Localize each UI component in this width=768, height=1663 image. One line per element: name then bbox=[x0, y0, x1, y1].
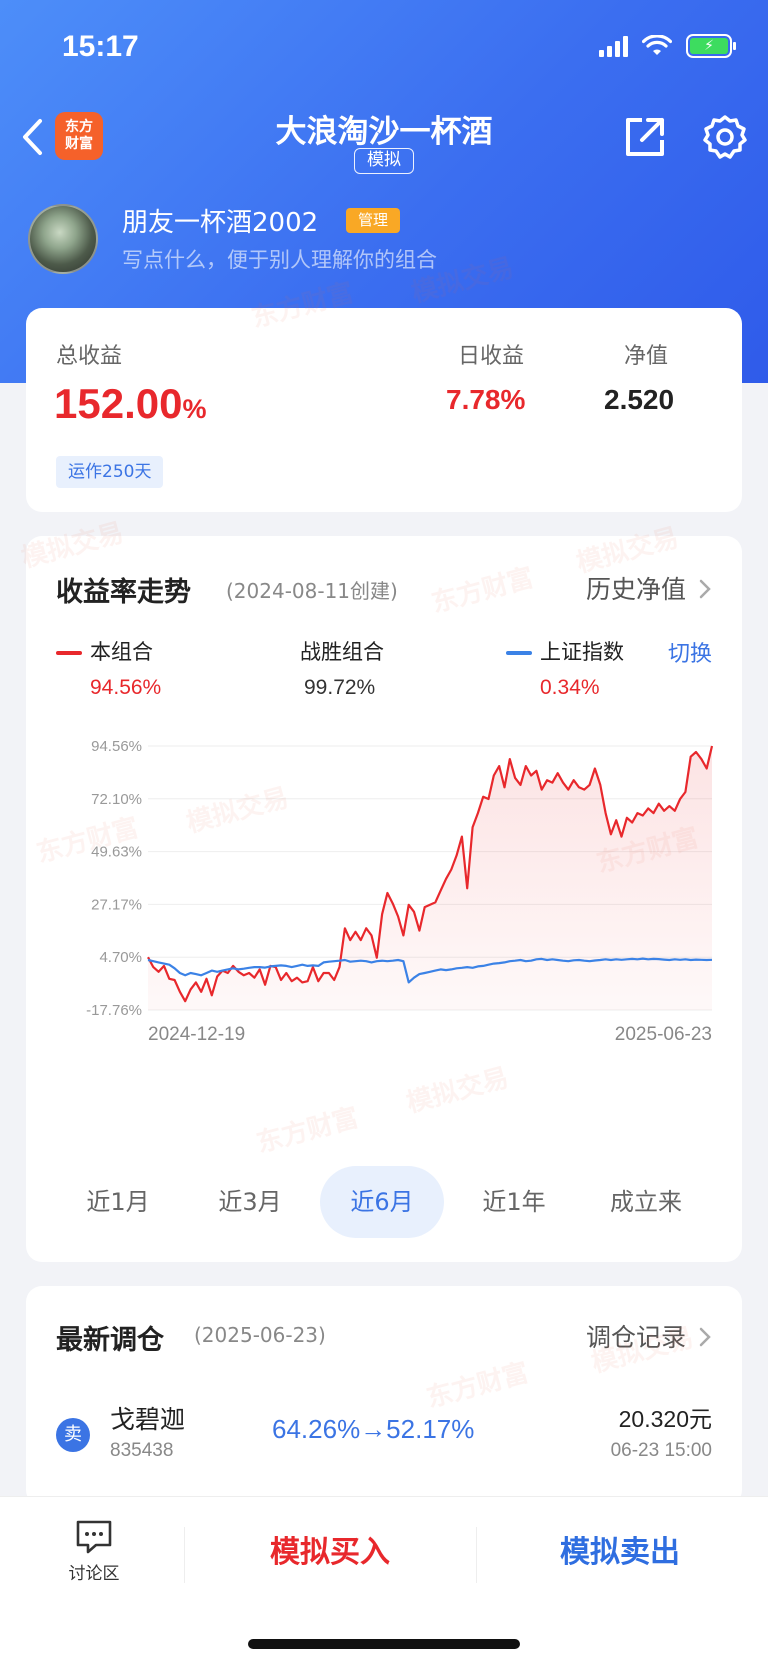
logo-line1: 东方 bbox=[65, 119, 93, 135]
total-return-number: 152.00 bbox=[54, 380, 183, 427]
series-line-portfolio bbox=[147, 745, 714, 1003]
simulation-tag: 模拟 bbox=[354, 148, 414, 174]
cellular-signal-icon bbox=[599, 35, 628, 57]
portfolio-description[interactable]: 写点什么，便于别人理解你的组合 bbox=[122, 248, 437, 272]
daily-return-label: 日收益 bbox=[458, 344, 525, 369]
legend-portfolio-value: 94.56% bbox=[90, 676, 162, 699]
logo-line2: 财富 bbox=[65, 136, 93, 152]
y-tick-label: 49.63% bbox=[91, 844, 142, 861]
battery-icon: ⚡ bbox=[686, 34, 736, 58]
y-tick-label: 72.10% bbox=[91, 791, 142, 808]
history-nav-label: 历史净值 bbox=[586, 575, 687, 604]
share-button[interactable] bbox=[620, 112, 670, 162]
stock-name[interactable]: 戈碧迦 bbox=[110, 1405, 186, 1434]
legend-beat-portfolios: 战胜组合 99.72% bbox=[300, 636, 384, 700]
series-line-shanghai-index bbox=[147, 957, 713, 984]
status-icons: ⚡ bbox=[599, 34, 736, 58]
rebalance-record-link[interactable]: 调仓记录 bbox=[586, 1318, 712, 1354]
simulated-buy-button[interactable]: 模拟买入 bbox=[270, 1535, 390, 1570]
y-tick-label: 4.70% bbox=[99, 949, 142, 966]
history-nav-link[interactable]: 历史净值 bbox=[586, 570, 712, 606]
bottom-action-bar: 讨论区 模拟买入 模拟卖出 bbox=[0, 1496, 768, 1663]
back-button[interactable] bbox=[14, 112, 50, 162]
settings-button[interactable] bbox=[700, 112, 750, 162]
wifi-icon bbox=[642, 35, 672, 55]
created-date: (2024-08-11创建) bbox=[226, 579, 398, 603]
return-trend-title: 收益率走势 bbox=[56, 577, 191, 608]
legend-beat-name: 战胜组合 bbox=[300, 640, 384, 664]
navigation-bar: 东方 财富 大浪淘沙一杯酒 模拟 bbox=[0, 100, 768, 180]
chevron-right-icon bbox=[699, 1327, 711, 1347]
legend-index-value: 0.34% bbox=[540, 676, 600, 699]
status-bar: 15:17 ⚡ bbox=[0, 0, 768, 96]
daily-return-value: 7.78% bbox=[446, 384, 526, 415]
range-tab-since-inception[interactable]: 成立来 bbox=[610, 1188, 682, 1216]
range-tab-3m[interactable]: 近3月 bbox=[218, 1188, 282, 1216]
owner-name: 朋友一杯酒2002 bbox=[122, 208, 319, 238]
sell-action-badge: 卖 bbox=[56, 1418, 90, 1452]
share-icon bbox=[626, 118, 664, 156]
chevron-left-icon bbox=[23, 119, 42, 155]
net-value-label: 净值 bbox=[624, 344, 669, 369]
return-trend-card: 收益率走势 (2024-08-11创建) 历史净值 本组合 94.56% 战胜组… bbox=[26, 536, 742, 1262]
x-tick-label-end: 2025-06-23 bbox=[615, 1024, 712, 1045]
run-days-tag: 运作250天 bbox=[56, 456, 164, 488]
summary-card: 总收益 152.00% 运作250天 日收益 7.78% 净值 2.520 bbox=[26, 308, 742, 512]
total-return-label: 总收益 bbox=[56, 344, 123, 369]
chat-bubble-icon bbox=[76, 1520, 112, 1554]
legend-beat-value: 99.72% bbox=[304, 676, 376, 699]
discussion-label: 讨论区 bbox=[68, 1564, 120, 1584]
latest-rebalance-card: 最新调仓 (2025-06-23) 调仓记录 卖 戈碧迦 835438 64.2… bbox=[26, 1286, 742, 1506]
return-trend-chart[interactable]: 94.56% 72.10% 49.63% 27.17% 4.70% -17.76% 2024… bbox=[26, 726, 742, 1096]
y-tick-label: -17.76% bbox=[86, 1002, 142, 1019]
discussion-button[interactable]: 讨论区 bbox=[44, 1519, 144, 1584]
y-tick-label: 27.17% bbox=[91, 896, 142, 913]
position-change: 64.26%→52.17% bbox=[272, 1414, 475, 1444]
portfolio-owner: 朋友一杯酒2002 管理 写点什么，便于别人理解你的组合 bbox=[28, 200, 748, 280]
total-return-unit: % bbox=[182, 394, 207, 424]
net-value-value: 2.520 bbox=[604, 384, 675, 415]
range-tab-1y[interactable]: 近1年 bbox=[482, 1188, 546, 1216]
range-tab-6m[interactable]: 近6月 bbox=[320, 1166, 444, 1238]
eastmoney-logo: 东方 财富 bbox=[55, 112, 103, 160]
portfolio-title: 大浪淘沙一杯酒 bbox=[275, 114, 493, 150]
series-area-portfolio bbox=[148, 746, 712, 1010]
x-tick-label-start: 2024-12-19 bbox=[148, 1024, 245, 1045]
total-return-value: 152.00% bbox=[54, 380, 206, 428]
trade-price: 20.320元 bbox=[618, 1406, 712, 1432]
home-indicator bbox=[248, 1639, 520, 1649]
simulated-sell-button[interactable]: 模拟卖出 bbox=[560, 1535, 680, 1570]
legend-index-name: 上证指数 bbox=[540, 640, 624, 664]
legend-index-swatch bbox=[506, 651, 532, 655]
divider bbox=[184, 1527, 185, 1583]
legend-portfolio-swatch bbox=[56, 651, 82, 655]
status-time: 15:17 bbox=[62, 30, 139, 63]
gear-icon bbox=[703, 115, 747, 159]
y-tick-label: 94.56% bbox=[91, 738, 142, 755]
legend-portfolio: 本组合 94.56% bbox=[56, 636, 161, 700]
legend-portfolio-name: 本组合 bbox=[90, 640, 153, 664]
chevron-right-icon bbox=[699, 579, 711, 599]
rebalance-record-label: 调仓记录 bbox=[586, 1323, 687, 1352]
rebalance-date: (2025-06-23) bbox=[194, 1323, 326, 1347]
range-tabs: 近1月 近3月 近6月 近1年 成立来 bbox=[56, 1166, 716, 1238]
switch-benchmark-button[interactable]: 切换 bbox=[667, 642, 712, 667]
stock-code: 835438 bbox=[110, 1440, 174, 1461]
divider bbox=[476, 1527, 477, 1583]
avatar[interactable] bbox=[28, 204, 98, 274]
legend-shanghai-index: 上证指数 0.34% bbox=[506, 636, 624, 700]
trade-time: 06-23 15:00 bbox=[610, 1440, 712, 1461]
admin-badge: 管理 bbox=[346, 208, 400, 233]
range-tab-1m[interactable]: 近1月 bbox=[86, 1188, 150, 1216]
rebalance-title: 最新调仓 bbox=[56, 1325, 164, 1356]
